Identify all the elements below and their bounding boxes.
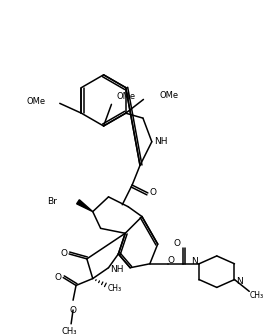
Text: O: O [149,188,156,198]
Text: CH₃: CH₃ [61,327,77,336]
Text: O: O [167,256,174,265]
Text: NH: NH [154,137,167,146]
Text: OMe: OMe [116,92,136,101]
Text: O: O [69,305,76,314]
Text: CH₃: CH₃ [107,284,122,293]
Text: N: N [236,277,243,286]
Text: OMe: OMe [27,97,46,106]
Text: CH₃: CH₃ [250,291,264,300]
Text: NH: NH [111,265,124,274]
Text: O: O [174,239,181,248]
Polygon shape [77,200,93,212]
Text: O: O [55,273,62,282]
Text: OMe: OMe [159,91,178,100]
Text: N: N [191,257,197,266]
Text: O: O [61,249,68,258]
Text: Br: Br [47,197,57,206]
